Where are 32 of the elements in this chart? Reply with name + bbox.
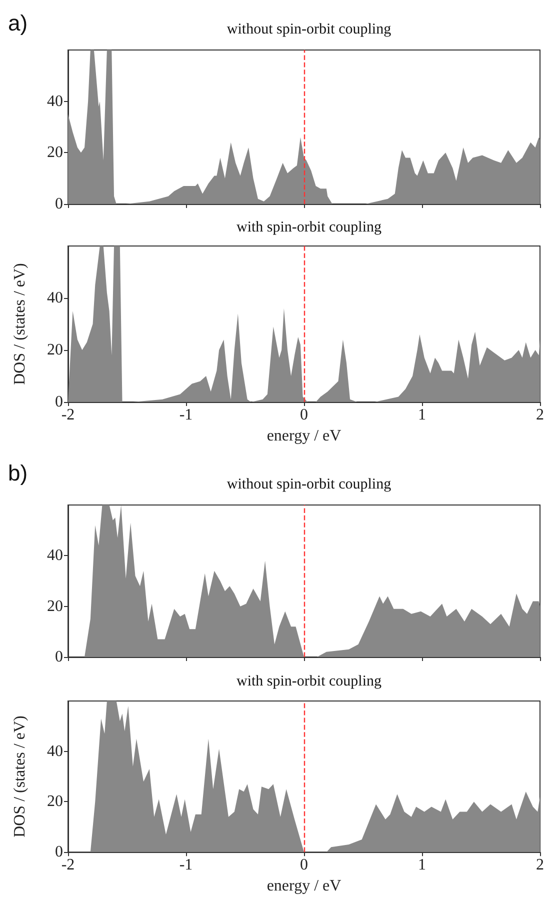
y-axis-title: DOS / (states / eV) — [12, 263, 28, 385]
chart-title: with spin-orbit coupling — [236, 220, 382, 236]
x-tick-label: 1 — [418, 856, 426, 874]
y-tick-label: 0 — [55, 394, 63, 410]
y-tick-label: 40 — [47, 547, 63, 564]
x-tick-label: 0 — [300, 856, 308, 874]
x-tick-label: 2 — [536, 406, 544, 424]
y-tick-label: 40 — [47, 742, 63, 760]
chart-title: with spin-orbit coupling — [236, 674, 382, 690]
x-tick-label: -2 — [61, 856, 75, 874]
y-tick-label: 0 — [55, 648, 63, 666]
x-tick-label: 1 — [418, 406, 426, 424]
y-tick-label: 0 — [55, 844, 63, 861]
y-tick-label: 40 — [47, 290, 63, 306]
y-tick-label: 20 — [47, 342, 63, 358]
text: a) — [8, 10, 28, 36]
chart-title: without spin-orbit coupling — [226, 476, 392, 492]
text: b) — [8, 460, 28, 486]
y-tick-label: 20 — [47, 793, 63, 810]
y-axis-title: DOS / (states / eV) — [12, 716, 28, 838]
x-tick-label: -1 — [179, 856, 193, 874]
x-tick-label: -1 — [179, 406, 193, 424]
x-axis-title: energy / eV — [266, 427, 342, 444]
y-tick-label: 0 — [55, 196, 63, 212]
y-tick-label: 20 — [47, 144, 63, 162]
y-tick-label: 20 — [47, 598, 63, 615]
x-tick-label: 2 — [536, 856, 544, 874]
x-tick-label: 0 — [300, 406, 308, 424]
chart-title: without spin-orbit coupling — [226, 22, 392, 38]
x-axis-title: energy / eV — [266, 878, 342, 894]
y-tick-label: 40 — [47, 92, 63, 110]
x-tick-label: -2 — [61, 406, 75, 424]
